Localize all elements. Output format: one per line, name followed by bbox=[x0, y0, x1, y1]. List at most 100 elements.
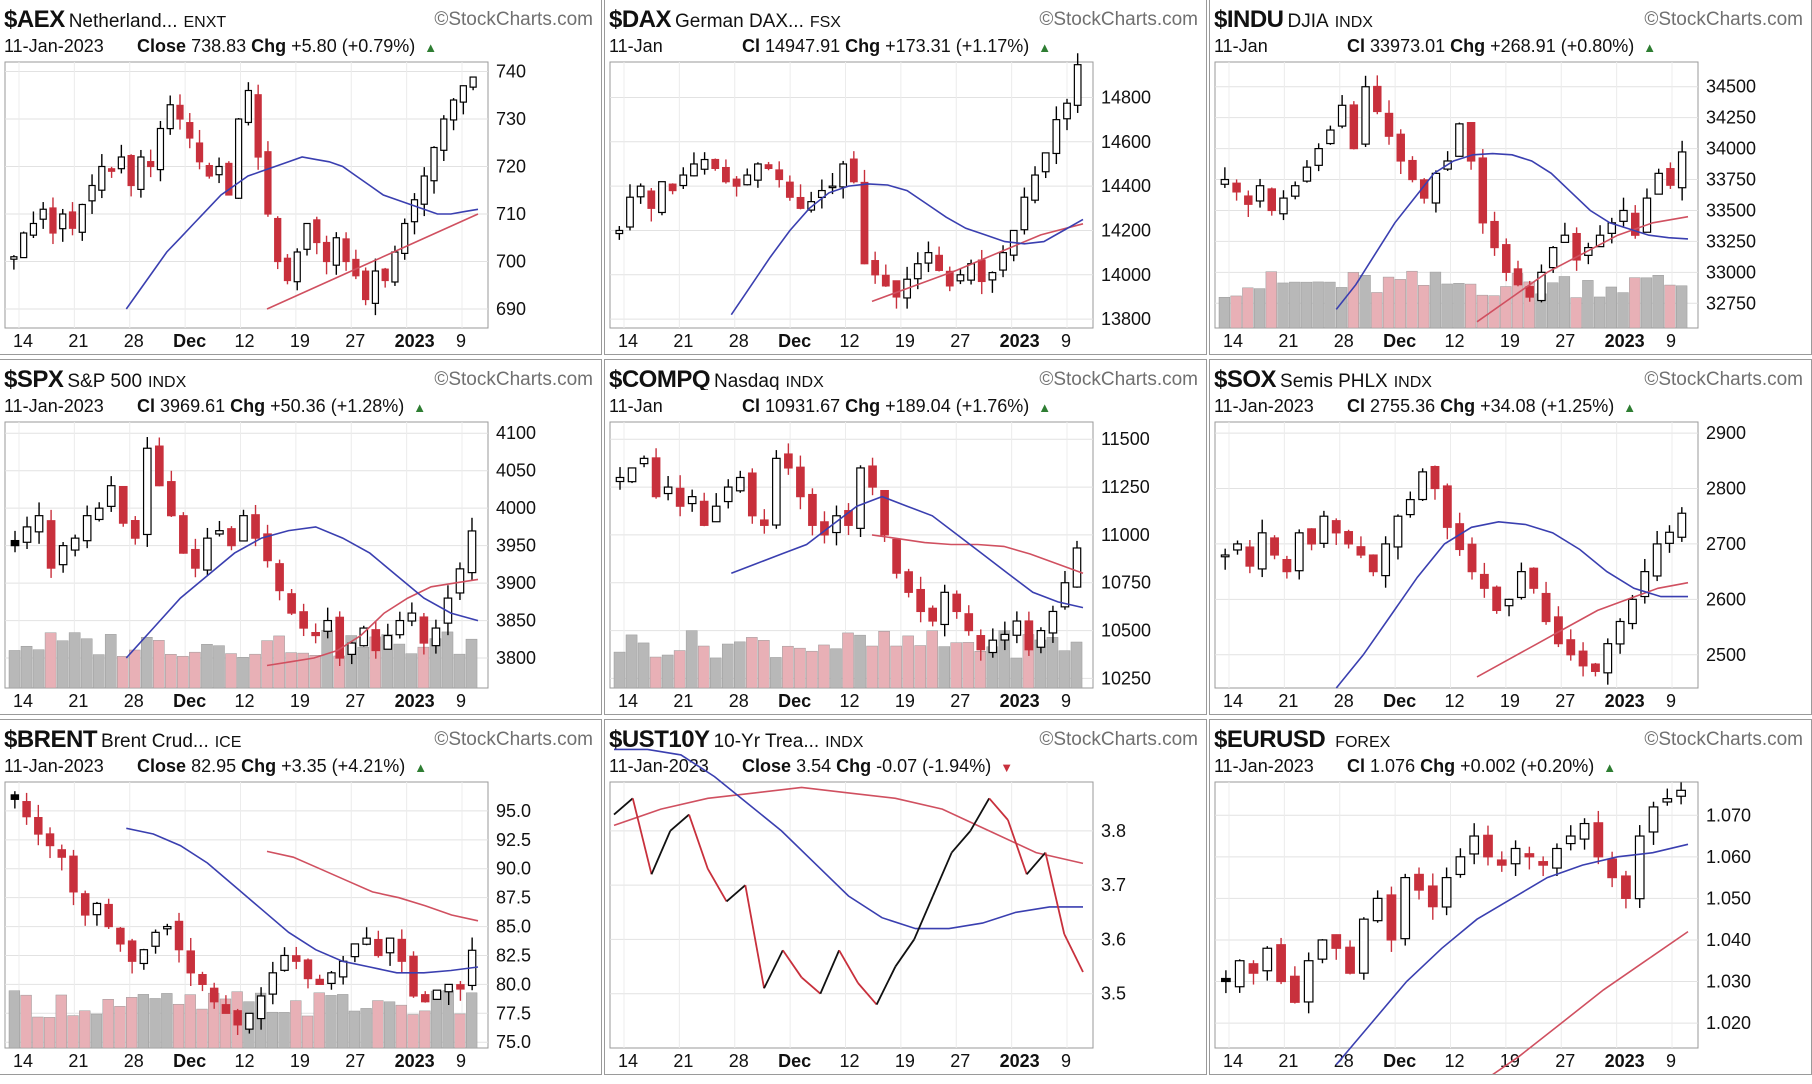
candle[interactable] bbox=[287, 588, 296, 616]
candle[interactable] bbox=[699, 492, 709, 527]
candle[interactable] bbox=[1337, 95, 1347, 129]
candle[interactable] bbox=[1221, 970, 1231, 994]
candle[interactable] bbox=[639, 455, 649, 468]
candle[interactable] bbox=[46, 509, 56, 578]
candle[interactable] bbox=[34, 502, 44, 544]
chart-panel-indu[interactable]: $INDU DJIA INDX ©StockCharts.com 11-Jan Cl… bbox=[1209, 0, 1812, 355]
candle[interactable] bbox=[385, 937, 395, 966]
candle[interactable] bbox=[796, 184, 805, 210]
candle[interactable] bbox=[431, 619, 441, 654]
candle[interactable] bbox=[1234, 959, 1245, 993]
candle[interactable] bbox=[1393, 514, 1403, 560]
candle[interactable] bbox=[1516, 562, 1526, 600]
candle[interactable] bbox=[22, 792, 31, 825]
candle[interactable] bbox=[1408, 156, 1417, 183]
candle[interactable] bbox=[1615, 618, 1625, 654]
candle[interactable] bbox=[70, 534, 80, 557]
candle[interactable] bbox=[1361, 75, 1370, 147]
candle[interactable] bbox=[1220, 167, 1230, 188]
candle[interactable] bbox=[151, 929, 160, 954]
candle[interactable] bbox=[1634, 825, 1645, 908]
price-chart[interactable]: 740 730 720 710 700 690 14 21 28 Dec 12 19 27 2023 9 bbox=[0, 0, 601, 354]
candle[interactable] bbox=[1414, 867, 1424, 900]
candle[interactable] bbox=[127, 154, 135, 197]
candle[interactable] bbox=[1289, 966, 1300, 1004]
candle[interactable] bbox=[130, 516, 140, 545]
candle[interactable] bbox=[964, 605, 974, 636]
symbol[interactable]: $EURUSD bbox=[1214, 726, 1326, 750]
candle[interactable] bbox=[1031, 166, 1039, 204]
candle[interactable] bbox=[785, 175, 794, 201]
candle[interactable] bbox=[711, 158, 720, 171]
candle[interactable] bbox=[1048, 605, 1058, 643]
candle[interactable] bbox=[1478, 149, 1488, 234]
candle[interactable] bbox=[303, 958, 313, 989]
candle[interactable] bbox=[268, 961, 278, 1005]
candle[interactable] bbox=[1381, 536, 1391, 588]
candle[interactable] bbox=[1331, 518, 1341, 545]
candle[interactable] bbox=[1245, 539, 1255, 574]
candle[interactable] bbox=[94, 502, 104, 522]
candle[interactable] bbox=[663, 476, 673, 501]
candle[interactable] bbox=[332, 232, 340, 275]
candle[interactable] bbox=[658, 181, 666, 216]
candle[interactable] bbox=[1257, 519, 1267, 578]
candle[interactable] bbox=[1373, 75, 1382, 115]
candle[interactable] bbox=[1483, 825, 1493, 866]
candle[interactable] bbox=[1331, 934, 1342, 960]
candle[interactable] bbox=[215, 520, 224, 537]
candle[interactable] bbox=[303, 222, 311, 256]
candle[interactable] bbox=[627, 467, 637, 484]
candle[interactable] bbox=[735, 470, 745, 493]
candle[interactable] bbox=[935, 246, 944, 272]
candle[interactable] bbox=[651, 448, 661, 499]
candle[interactable] bbox=[78, 203, 86, 241]
chart-panel-eurusd[interactable]: $EURUSD FOREX ©StockCharts.com 11-Jan-202… bbox=[1209, 719, 1812, 1075]
candle[interactable] bbox=[49, 197, 57, 245]
candle[interactable] bbox=[1307, 528, 1316, 551]
candle[interactable] bbox=[1372, 890, 1383, 923]
candle[interactable] bbox=[233, 1008, 242, 1036]
candle[interactable] bbox=[808, 488, 817, 536]
price-chart[interactable]: 4100 4050 4000 3950 3900 3850 3800 14 21 28 Dec 12 1… bbox=[0, 360, 601, 714]
candle[interactable] bbox=[29, 211, 38, 238]
candle[interactable] bbox=[1579, 818, 1590, 850]
candle[interactable] bbox=[1248, 960, 1259, 985]
candle[interactable] bbox=[1012, 611, 1022, 644]
candle[interactable] bbox=[1072, 540, 1082, 588]
candle[interactable] bbox=[615, 467, 625, 490]
candle[interactable] bbox=[1427, 873, 1438, 920]
candle[interactable] bbox=[254, 84, 262, 170]
candle[interactable] bbox=[817, 179, 826, 209]
symbol[interactable]: $SPX bbox=[4, 366, 64, 390]
candle[interactable] bbox=[374, 930, 383, 958]
candle[interactable] bbox=[1662, 788, 1673, 806]
candle[interactable] bbox=[1073, 53, 1082, 113]
candle[interactable] bbox=[1282, 555, 1292, 579]
candle[interactable] bbox=[1036, 627, 1046, 654]
candle[interactable] bbox=[988, 271, 997, 293]
candle[interactable] bbox=[828, 173, 837, 195]
candle[interactable] bbox=[98, 154, 106, 199]
candle[interactable] bbox=[350, 943, 360, 963]
candle[interactable] bbox=[626, 184, 634, 231]
candle[interactable] bbox=[1621, 870, 1631, 909]
candle[interactable] bbox=[139, 948, 149, 970]
candle[interactable] bbox=[432, 989, 442, 1000]
chart-panel-sox[interactable]: $SOX Semis PHLX INDX ©StockCharts.com 11-J… bbox=[1209, 359, 1812, 715]
candle[interactable] bbox=[147, 149, 155, 178]
chart-panel-brent[interactable]: $BRENT Brent Crud... ICE ©StockCharts.com … bbox=[0, 719, 602, 1075]
candle[interactable] bbox=[1603, 638, 1613, 685]
candle[interactable] bbox=[127, 938, 137, 974]
candle[interactable] bbox=[881, 264, 890, 287]
candle[interactable] bbox=[20, 231, 28, 259]
candle[interactable] bbox=[1666, 162, 1675, 189]
candle[interactable] bbox=[221, 995, 231, 1014]
chart-panel-spx[interactable]: $SPX S&P 500 INDX ©StockCharts.com 11-Jan-… bbox=[0, 359, 602, 715]
candle[interactable] bbox=[700, 152, 709, 175]
candle[interactable] bbox=[860, 169, 869, 265]
candle[interactable] bbox=[283, 254, 292, 285]
candle[interactable] bbox=[440, 115, 448, 162]
candle[interactable] bbox=[179, 512, 188, 554]
candle[interactable] bbox=[924, 241, 933, 273]
